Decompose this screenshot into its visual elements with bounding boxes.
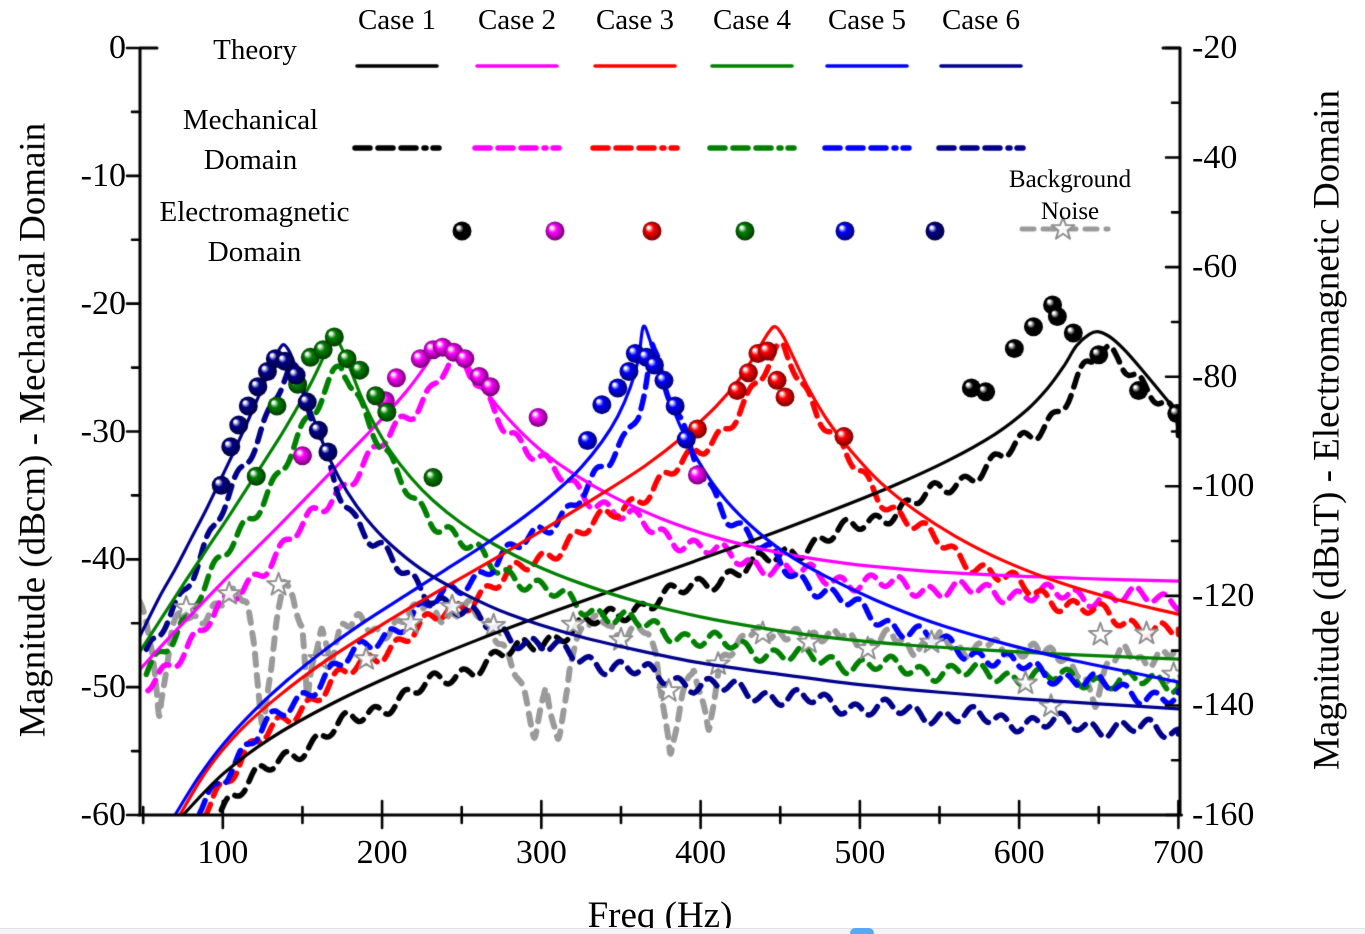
y-right-axis-title: Magnitude (dBuT) - Electromagnetic Domai… <box>1306 89 1348 771</box>
x-tick-600: 600 <box>993 834 1045 871</box>
x-tick-500: 500 <box>834 834 886 871</box>
y-right-tick--20: -20 <box>1192 29 1238 66</box>
y-right-tick--120: -120 <box>1192 576 1255 614</box>
y-right-tick--80: -80 <box>1192 357 1238 395</box>
y-left-axis-title: Magnitude (dBcm) - Mechanical Domain <box>12 122 54 738</box>
y-left-tick--40: -40 <box>80 540 126 578</box>
legend-case-label-6: Case 6 <box>941 4 1021 36</box>
bottom-pill-button[interactable] <box>850 928 874 934</box>
y-left-tick--30: -30 <box>80 412 126 450</box>
legend-case-label-1: Case 1 <box>357 4 437 36</box>
legend-case-label-3: Case 3 <box>595 4 675 36</box>
y-right-tick--60: -60 <box>1192 248 1238 286</box>
y-right-tick--40: -40 <box>1192 138 1238 176</box>
y-left-tick--20: -20 <box>80 284 126 322</box>
x-tick-300: 300 <box>515 834 567 871</box>
x-tick-100: 100 <box>197 834 249 871</box>
legend-case-label-2: Case 2 <box>477 4 557 36</box>
y-left-tick--10: -10 <box>80 156 126 194</box>
legend-row-electromagnetic-domain: Electromagnetic Domain <box>159 196 350 268</box>
legend-row-theory: Theory <box>213 34 297 66</box>
y-right-tick--160: -160 <box>1192 796 1255 833</box>
y-left-tick--50: -50 <box>80 668 126 706</box>
x-tick-400: 400 <box>675 834 727 871</box>
legend-case-label-4: Case 4 <box>712 4 792 36</box>
x-axis-title: Freq (Hz) <box>587 895 733 934</box>
y-right-tick--100: -100 <box>1192 467 1255 505</box>
y-left-tick--60: -60 <box>80 796 126 833</box>
y-left-tick-0: 0 <box>109 29 126 66</box>
x-tick-200: 200 <box>356 834 408 871</box>
legend-background-noise-label: Background Noise <box>1008 166 1132 225</box>
bottom-bar[interactable] <box>0 928 1365 934</box>
x-tick-700: 700 <box>1152 834 1204 871</box>
legend-row-mechanical-domain: Mechanical Domain <box>182 104 319 176</box>
y-right-tick--140: -140 <box>1192 686 1255 724</box>
legend-case-label-5: Case 5 <box>827 4 907 36</box>
